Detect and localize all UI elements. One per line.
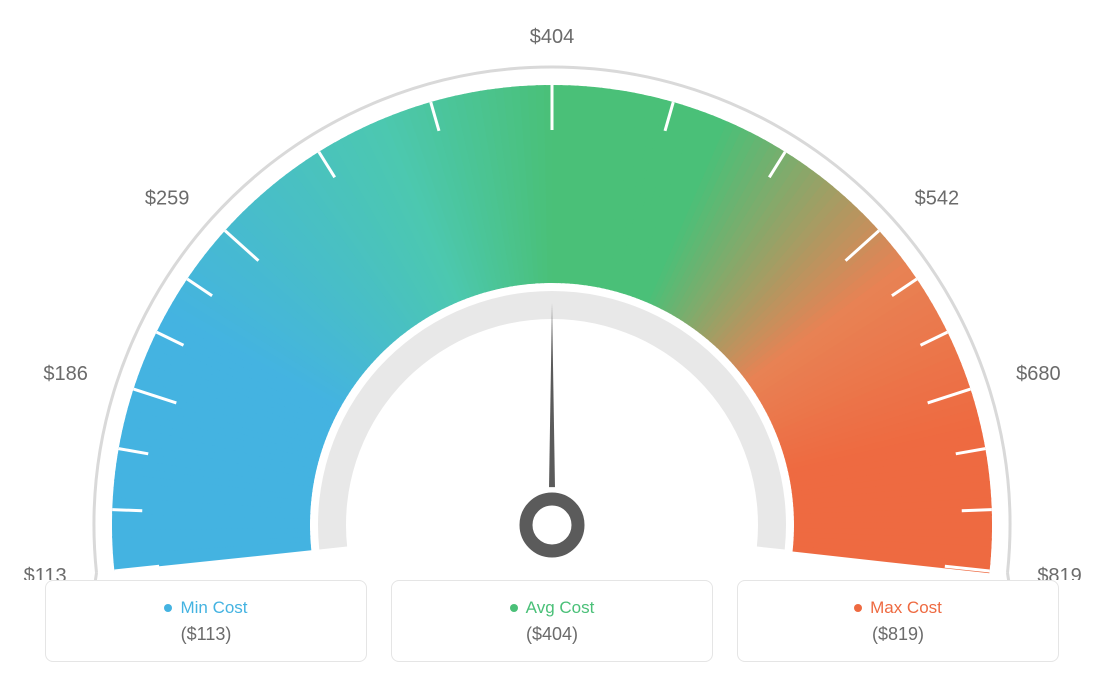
legend-text-min: Min Cost <box>180 598 247 618</box>
legend-value-max: ($819) <box>872 624 924 645</box>
legend-dot-avg <box>510 604 518 612</box>
legend-value-min: ($113) <box>181 624 232 645</box>
cost-gauge-container: $113 $186 $259 $404 $542 $680 $819 Min Cost ($… <box>0 0 1104 690</box>
legend-card-avg: Avg Cost ($404) <box>391 580 713 662</box>
gauge-chart: $113 $186 $259 $404 $542 $680 $819 <box>22 20 1082 580</box>
gauge-area: $113$186$259$404$542$680$819 <box>0 0 1104 560</box>
legend-label-min: Min Cost <box>164 598 247 618</box>
gauge-tick-label: $819 <box>1037 565 1082 580</box>
legend-card-min: Min Cost ($113) <box>45 580 367 662</box>
legend-label-max: Max Cost <box>854 598 942 618</box>
gauge-tick-label: $542 <box>915 187 960 209</box>
gauge-tick-label: $404 <box>530 26 575 48</box>
legend-value-avg: ($404) <box>526 624 578 645</box>
legend-label-avg: Avg Cost <box>510 598 595 618</box>
legend-card-max: Max Cost ($819) <box>737 580 1059 662</box>
legend-dot-min <box>164 604 172 612</box>
gauge-tick-label: $186 <box>43 363 88 385</box>
gauge-tick-label: $259 <box>145 187 190 209</box>
legend-row: Min Cost ($113) Avg Cost ($404) Max Cost… <box>45 580 1059 662</box>
gauge-tick-label: $680 <box>1016 363 1061 385</box>
gauge-tick-label: $113 <box>24 565 67 580</box>
legend-text-max: Max Cost <box>870 598 942 618</box>
legend-text-avg: Avg Cost <box>526 598 595 618</box>
legend-dot-max <box>854 604 862 612</box>
